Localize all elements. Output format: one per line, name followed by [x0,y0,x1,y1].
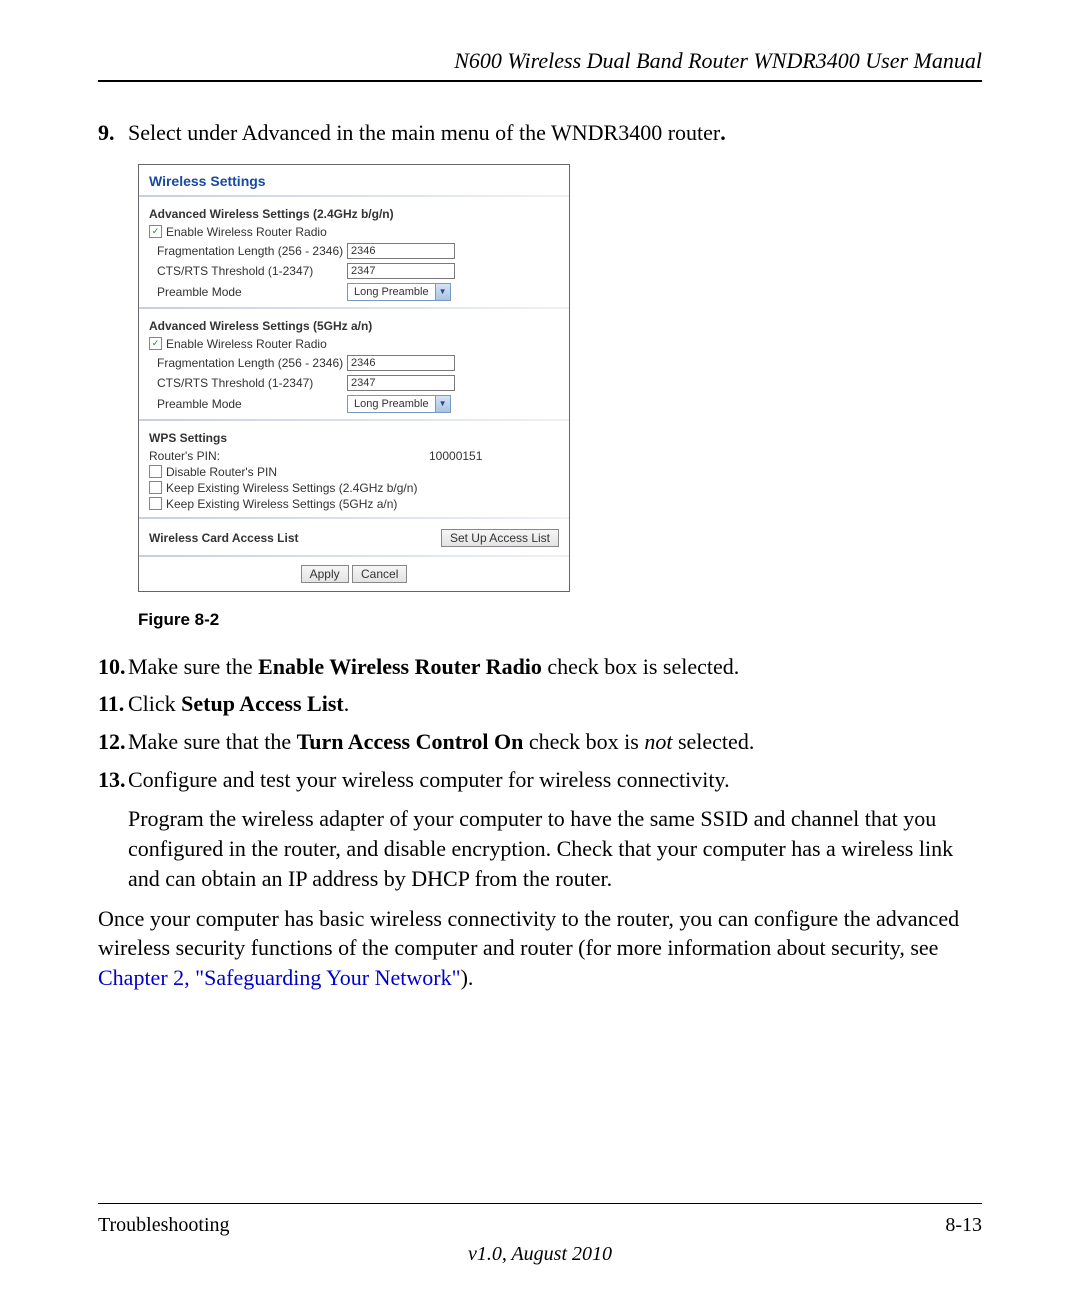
checkbox-disable-pin[interactable] [149,465,162,478]
cts-24-input[interactable]: 2347 [347,263,455,279]
frag-24-label: Fragmentation Length (256 - 2346) [149,244,347,258]
cts-5-input[interactable]: 2347 [347,375,455,391]
chevron-down-icon: ▼ [435,284,450,300]
step-11: 11. Click Setup Access List. [98,689,982,719]
step-10: 10. Make sure the Enable Wireless Router… [98,652,982,682]
disable-pin-label: Disable Router's PIN [166,465,277,479]
step-9: 9. Select under Advanced in the main men… [98,118,982,148]
step-number: 9. [98,118,128,148]
ss-title: Wireless Settings [149,173,559,189]
section-24ghz-title: Advanced Wireless Settings (2.4GHz b/g/n… [149,207,559,221]
preamble-24-select[interactable]: Long Preamble ▼ [347,283,451,301]
checkbox-enable-5[interactable]: ✓ [149,337,162,350]
apply-button[interactable]: Apply [301,565,349,583]
chevron-down-icon: ▼ [435,396,450,412]
page-header: N600 Wireless Dual Band Router WNDR3400 … [98,48,982,82]
step-13: 13. Configure and test your wireless com… [98,765,982,894]
page-footer: Troubleshooting 8-13 v1.0, August 2010 [98,1203,982,1266]
preamble-24-label: Preamble Mode [149,285,347,299]
keep-5-label: Keep Existing Wireless Settings (5GHz a/… [166,497,397,511]
cts-5-label: CTS/RTS Threshold (1-2347) [149,376,347,390]
keep-24-label: Keep Existing Wireless Settings (2.4GHz … [166,481,417,495]
frag-24-input[interactable]: 2346 [347,243,455,259]
enable-5-label: Enable Wireless Router Radio [166,337,327,351]
frag-5-label: Fragmentation Length (256 - 2346) [149,356,347,370]
footer-left: Troubleshooting [98,1214,230,1237]
enable-24-label: Enable Wireless Router Radio [166,225,327,239]
preamble-5-label: Preamble Mode [149,397,347,411]
frag-5-input[interactable]: 2346 [347,355,455,371]
preamble-5-select[interactable]: Long Preamble ▼ [347,395,451,413]
step-body: Select under Advanced in the main menu o… [128,118,982,148]
cts-24-label: CTS/RTS Threshold (1-2347) [149,264,347,278]
figure-caption: Figure 8-2 [138,610,982,630]
step-12: 12. Make sure that the Turn Access Contr… [98,727,982,757]
router-pin-label: Router's PIN: [149,449,429,463]
checkbox-keep-24[interactable] [149,481,162,494]
closing-paragraph: Once your computer has basic wireless co… [98,904,982,993]
footer-right: 8-13 [945,1214,982,1237]
section-5ghz-title: Advanced Wireless Settings (5GHz a/n) [149,319,559,333]
checkbox-enable-24[interactable]: ✓ [149,225,162,238]
wireless-settings-screenshot: Wireless Settings Advanced Wireless Sett… [138,164,570,592]
footer-version: v1.0, August 2010 [98,1243,982,1266]
chapter-link[interactable]: Chapter 2, "Safeguarding Your Network" [98,965,461,990]
cancel-button[interactable]: Cancel [352,565,407,583]
router-pin-value: 10000151 [429,449,482,463]
setup-access-list-button[interactable]: Set Up Access List [441,529,559,547]
access-list-title: Wireless Card Access List [149,531,299,545]
wps-title: WPS Settings [149,431,559,445]
checkbox-keep-5[interactable] [149,497,162,510]
